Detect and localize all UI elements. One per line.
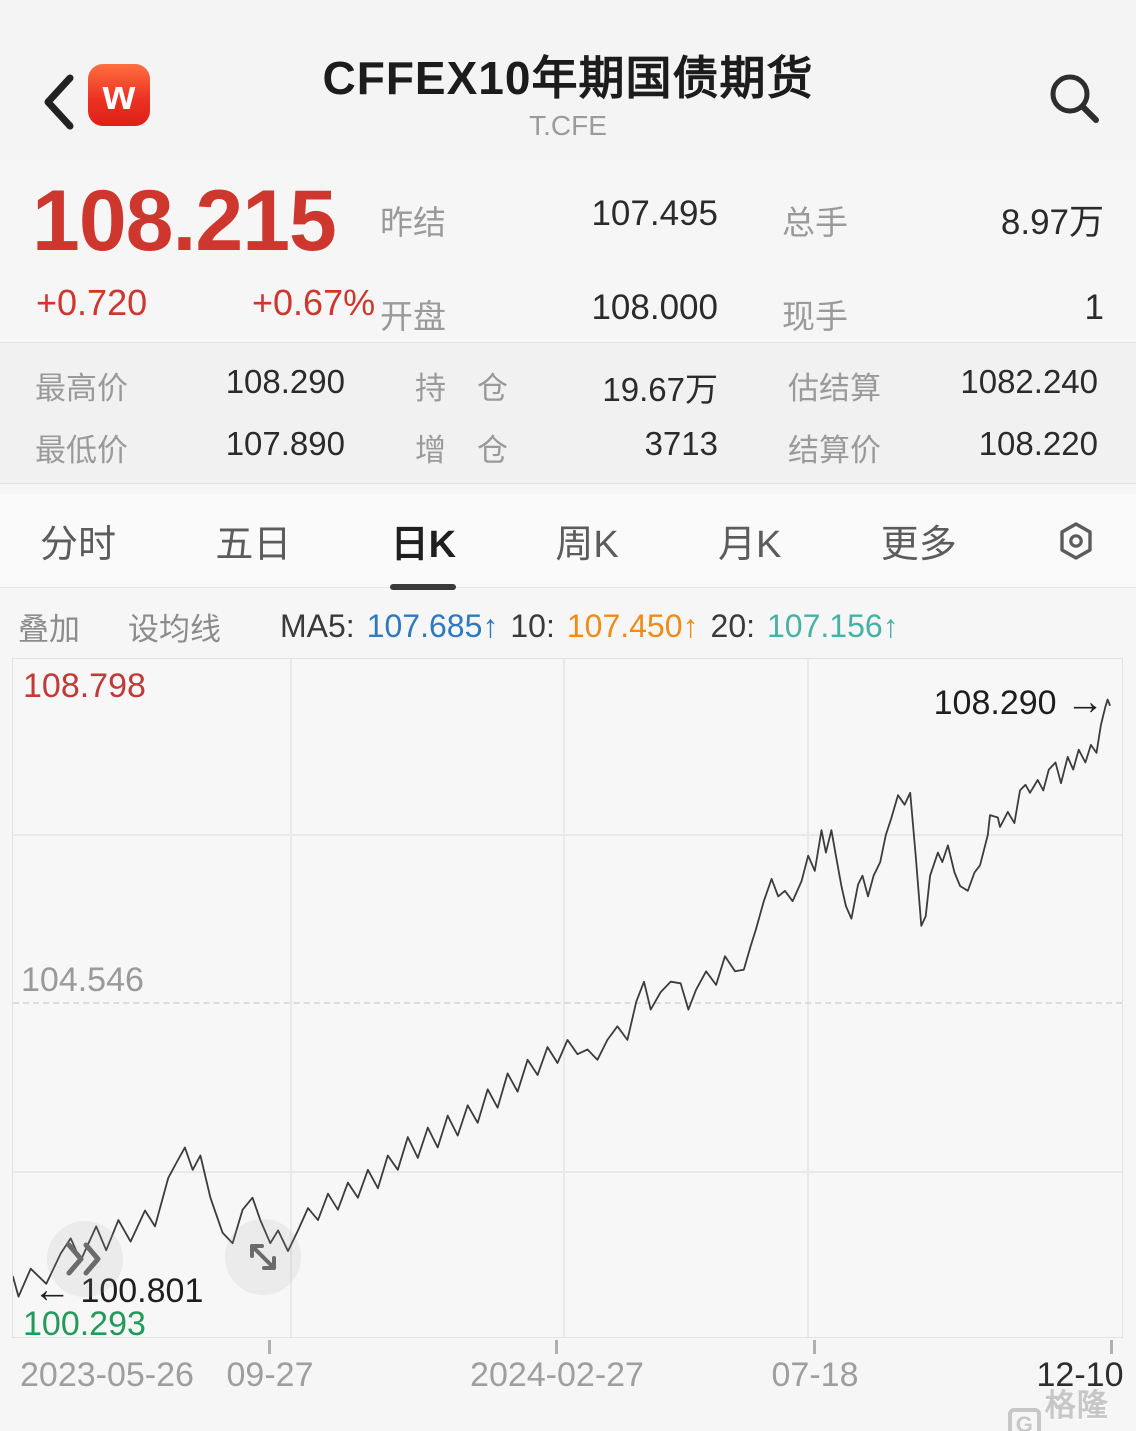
y-axis-max-label: 108.798 (23, 667, 146, 705)
tab-intraday[interactable]: 分时 (40, 524, 117, 566)
gelonghui-watermark: G 格隆汇 (1008, 1380, 1136, 1431)
search-icon (1050, 74, 1099, 123)
x-tick (1110, 1340, 1113, 1354)
left-arrow-icon: ← (33, 1269, 71, 1311)
ma5-value: 107.685↑ (366, 607, 499, 644)
stat-value-settle: 108.220 (978, 425, 1098, 462)
stat-label-open-interest: 持 仓 (415, 371, 508, 406)
stat-value-est-settle: 1082.240 (960, 363, 1098, 400)
high-point-value: 108.290 (933, 684, 1057, 722)
stat-label-low: 最低价 (35, 433, 128, 468)
y-axis-min-label: 100.293 (23, 1305, 146, 1343)
ma20-value: 107.156↑ (767, 607, 899, 644)
x-label-3: 07-18 (771, 1356, 859, 1394)
last-price: 108.215 (32, 173, 337, 269)
field-value-total-volume: 8.97万 (1000, 203, 1104, 242)
field-value-open: 108.000 (591, 288, 718, 327)
stat-label-high: 最高价 (35, 371, 128, 406)
high-point-annotation: 108.290 → (934, 681, 1104, 724)
ma10-key: 10: (510, 607, 555, 644)
horizontal-gridline (13, 1171, 1122, 1173)
vertical-gridline (807, 659, 809, 1337)
field-label-last-volume: 现手 (782, 298, 848, 335)
field-value-last-volume: 1 (1084, 288, 1104, 327)
ma-readout: MA5: 107.685↑ 10: 107.450↑ 20: 107.156↑ (280, 608, 899, 645)
tab-more[interactable]: 更多 (880, 524, 957, 566)
horizontal-gridline (13, 834, 1122, 836)
stat-value-low: 107.890 (225, 425, 345, 462)
expand-chart-button[interactable] (225, 1219, 301, 1295)
back-chevron-icon (44, 74, 74, 130)
period-tabbar: 分时 五日 日K 周K 月K 更多 (0, 494, 1136, 588)
set-ma-button[interactable]: 设均线 (128, 611, 221, 647)
y-axis-mid-label: 104.546 (21, 961, 144, 999)
stat-value-open-interest: 19.67万 (602, 371, 718, 408)
stat-value-high: 108.290 (225, 363, 345, 400)
vertical-gridline (563, 659, 565, 1337)
stat-label-settle: 结算价 (788, 433, 881, 468)
price-chart[interactable]: 108.798 104.546 100.293 ← 100.801 108.29… (12, 658, 1123, 1343)
x-label-4: 12-10 (1036, 1356, 1124, 1394)
overlay-button[interactable]: 叠加 (18, 611, 80, 647)
field-label-prev-settle: 昨结 (380, 204, 446, 241)
price-line-chart (13, 659, 1122, 1337)
header: w CFFEX10年期国债期货 T.CFE (0, 0, 1136, 160)
gelonghui-logo-icon: G (1008, 1408, 1041, 1431)
tab-5day[interactable]: 五日 (215, 524, 292, 566)
tab-weekly-k[interactable]: 周K (555, 524, 619, 566)
x-label-1: 09-27 (226, 1356, 314, 1394)
diagonal-resize-icon (250, 1244, 276, 1270)
stats-band: 最高价 108.290 持 仓 19.67万 估结算 1082.240 最低价 … (0, 342, 1136, 484)
page-title: CFFEX10年期国债期货 (322, 52, 814, 104)
ma10-value: 107.450↑ (566, 607, 699, 644)
low-point-annotation: ← 100.801 (33, 1269, 203, 1312)
x-tick (555, 1340, 558, 1354)
x-label-0: 2023-05-26 (20, 1356, 194, 1394)
vertical-gridline (290, 659, 292, 1337)
ma-row: 叠加 设均线 MA5: 107.685↑ 10: 107.450↑ 20: 10… (0, 598, 1136, 654)
back-button[interactable] (40, 72, 80, 132)
ma20-key: 20: (710, 607, 755, 644)
stat-value-oi-change: 3713 (644, 425, 718, 462)
x-tick (813, 1340, 816, 1354)
stat-label-est-settle: 估结算 (788, 371, 881, 406)
price-change-pct: +0.67% (252, 282, 376, 323)
price-change: +0.720 (36, 282, 148, 323)
x-axis: 2023-05-26 09-27 2024-02-27 07-18 12-10 (12, 1340, 1123, 1410)
wind-logo-letter: w (102, 71, 136, 118)
fast-forward-button[interactable] (47, 1221, 123, 1297)
horizontal-gridline-dashed (13, 1002, 1122, 1004)
low-point-value: 100.801 (80, 1272, 204, 1310)
double-chevron-right-icon (66, 1242, 101, 1276)
ma5-key: MA5: (280, 607, 355, 644)
search-button[interactable] (1044, 68, 1104, 128)
field-label-total-volume: 总手 (782, 204, 848, 241)
right-arrow-icon: → (1066, 681, 1104, 723)
tab-monthly-k[interactable]: 月K (718, 524, 782, 566)
chart-settings-button[interactable] (1054, 519, 1098, 563)
gelonghui-watermark-text: 格隆汇 (1044, 1388, 1109, 1423)
tab-daily-k[interactable]: 日K (389, 507, 458, 574)
x-tick (268, 1340, 271, 1354)
stat-label-oi-change: 增 仓 (415, 433, 508, 468)
field-value-prev-settle: 107.495 (591, 194, 718, 233)
gear-icon (1060, 521, 1092, 560)
x-label-2: 2024-02-27 (470, 1356, 644, 1394)
symbol-code: T.CFE (529, 110, 607, 141)
field-label-open: 开盘 (380, 298, 446, 335)
wind-app-logo: w (88, 64, 150, 126)
price-line-path (13, 700, 1110, 1297)
